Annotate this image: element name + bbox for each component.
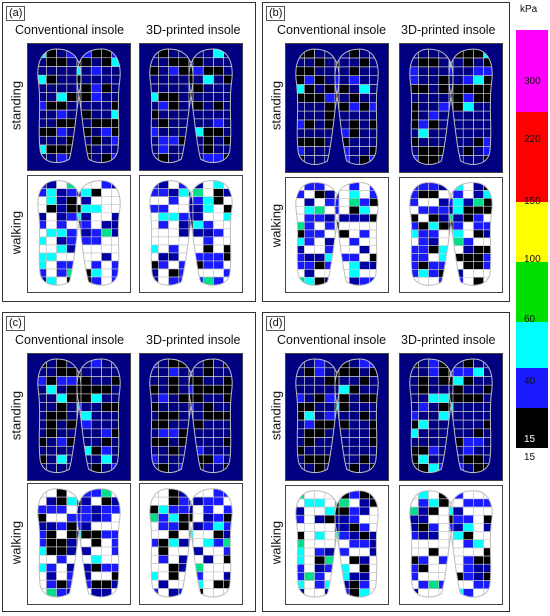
row-label: standing [8,390,24,441]
pressure-map [27,175,131,293]
pressure-map [285,485,389,605]
scale-tick: 220 [524,134,541,145]
panel-b: (b) Conventional insole 3D-printed insol… [262,2,510,302]
color-scale-bar [516,30,548,448]
column-title: Conventional insole [277,23,387,37]
pressure-map [399,43,503,173]
panel-label: (c) [6,316,25,331]
pressure-map [139,43,243,171]
column-title: 3D-printed insole [146,333,241,347]
panel-label: (a) [6,6,26,21]
panel-c: (c) Conventional insole 3D-printed insol… [2,312,256,612]
row-label: standing [268,80,284,131]
scale-tick: 100 [524,254,541,265]
scale-bottom-label: 15 [524,452,536,463]
row-label: standing [268,390,284,441]
scale-tick: 60 [524,314,536,325]
row-label: standing [8,80,24,131]
pressure-map [27,43,131,171]
scale-tick: 15 [524,434,536,445]
scale-tick: 40 [524,376,536,387]
pressure-map [285,353,389,481]
pressure-map [139,353,243,481]
panel-label: (d) [266,316,286,331]
scale-tick: 150 [524,196,541,207]
row-label: walking [8,520,24,565]
pressure-map [27,483,131,605]
pressure-map [285,177,389,293]
pressure-color-scale [516,30,548,448]
panel-d: (d) Conventional insole 3D-printed insol… [262,312,510,612]
row-label: walking [268,520,284,565]
row-label: walking [268,203,284,248]
column-title: Conventional insole [15,23,125,37]
panel-label: (b) [266,6,286,21]
panel-a: (a) Conventional insole 3D-printed insol… [2,2,256,302]
column-title: Conventional insole [277,333,387,347]
column-title: 3D-printed insole [401,333,496,347]
pressure-map [285,43,389,173]
pressure-map [399,177,503,293]
scale-tick: 300 [524,76,541,87]
pressure-map [27,353,131,481]
pressure-map [139,483,243,605]
column-title: 3D-printed insole [146,23,241,37]
pressure-map [399,353,503,481]
scale-unit-label: kPa [520,4,538,15]
column-title: 3D-printed insole [401,23,496,37]
pressure-map [399,485,503,605]
column-title: Conventional insole [15,333,125,347]
pressure-map [139,175,243,293]
row-label: walking [8,210,24,255]
